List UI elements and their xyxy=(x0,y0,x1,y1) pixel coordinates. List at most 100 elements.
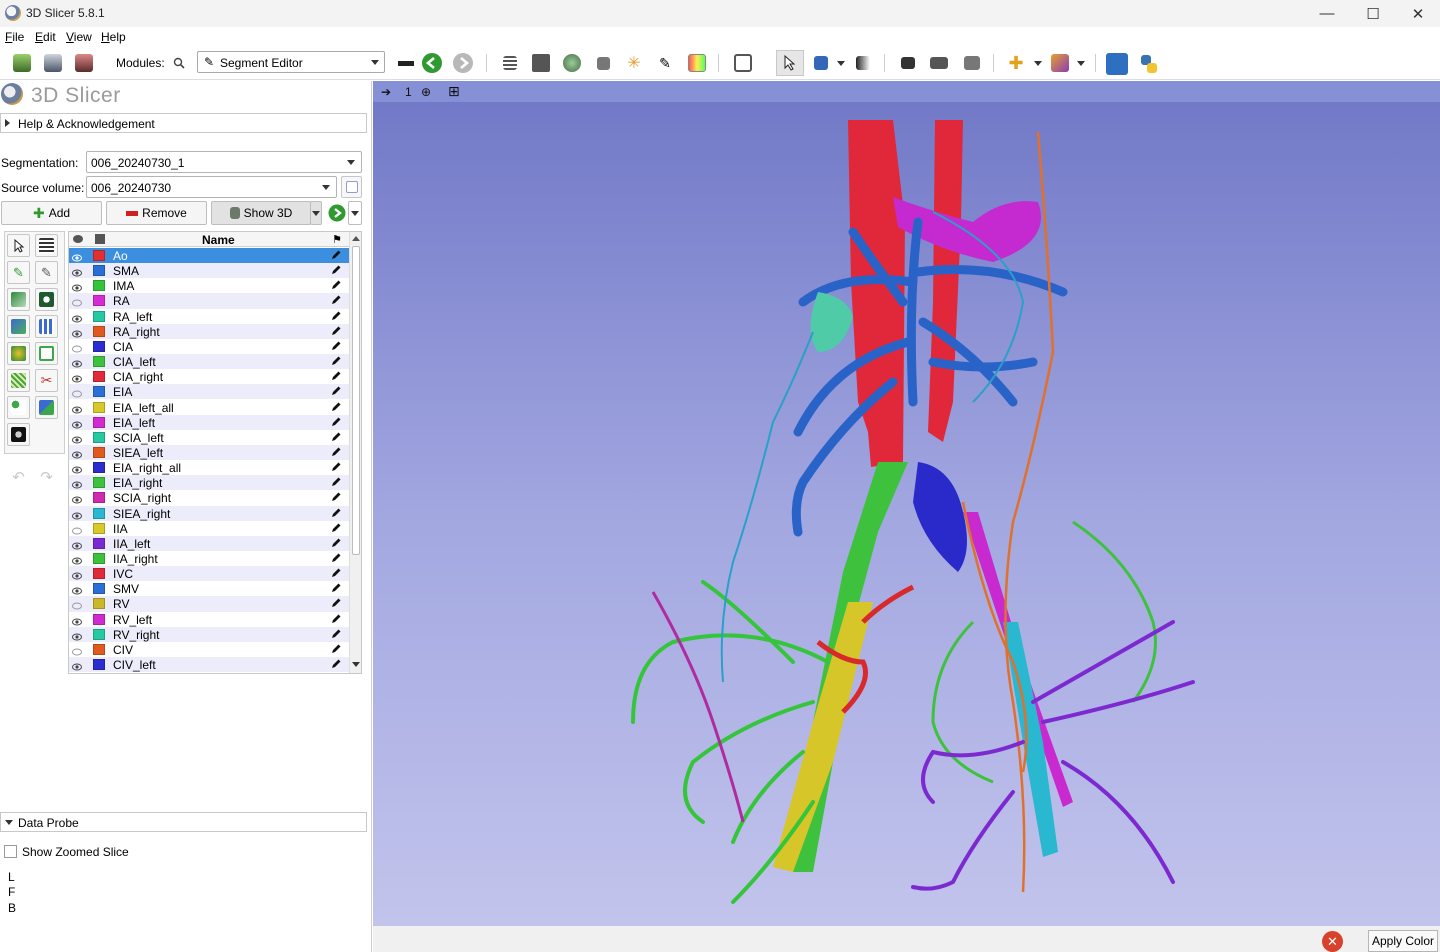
module-selector[interactable]: ✎ Segment Editor xyxy=(197,51,385,73)
eye-closed-icon[interactable] xyxy=(72,296,82,307)
mask-volume-effect-icon[interactable] xyxy=(7,423,30,446)
visibility-header-icon[interactable] xyxy=(73,235,83,243)
eye-icon[interactable] xyxy=(72,584,82,595)
save-icon[interactable] xyxy=(73,52,95,74)
edit-pencil-icon[interactable] xyxy=(330,491,342,503)
segment-name[interactable]: CIA xyxy=(113,339,134,354)
eye-icon[interactable] xyxy=(72,448,82,459)
segment-name[interactable]: RV_right xyxy=(113,627,160,642)
eye-icon[interactable] xyxy=(72,493,82,504)
segment-row[interactable]: EIA xyxy=(69,384,349,400)
eye-icon[interactable] xyxy=(72,418,82,429)
show-zoomed-slice-checkbox[interactable] xyxy=(4,845,17,858)
segment-color-swatch[interactable] xyxy=(93,340,105,352)
segment-color-swatch[interactable] xyxy=(93,371,105,383)
module-history-icon[interactable] xyxy=(395,52,417,74)
segment-row[interactable]: RA_right xyxy=(69,323,349,339)
segment-name[interactable]: IIA_right xyxy=(113,552,158,566)
draw-effect-icon[interactable]: ✎ xyxy=(35,261,58,284)
level-tracing-effect-icon[interactable] xyxy=(35,288,58,311)
data-icon[interactable] xyxy=(11,52,33,74)
segment-color-swatch[interactable] xyxy=(93,628,105,640)
segment-name[interactable]: EIA_right xyxy=(113,476,163,491)
segment-row[interactable]: RA xyxy=(69,293,349,309)
eye-icon[interactable] xyxy=(72,660,82,671)
segment-row[interactable]: CIA xyxy=(69,339,349,354)
segment-color-swatch[interactable] xyxy=(93,325,105,337)
edit-pencil-icon[interactable] xyxy=(330,522,342,534)
edit-pencil-icon[interactable] xyxy=(330,476,342,488)
scene-view-icon[interactable] xyxy=(928,52,950,74)
segment-name[interactable]: RV_left xyxy=(113,612,153,627)
smoothing-effect-icon[interactable] xyxy=(7,369,30,392)
eye-closed-icon[interactable] xyxy=(72,524,82,535)
segment-row[interactable]: IVC xyxy=(69,566,349,582)
transforms-icon[interactable] xyxy=(592,52,614,74)
segment-name[interactable]: SMV xyxy=(113,582,140,597)
eye-closed-icon[interactable] xyxy=(72,387,82,398)
segment-color-swatch[interactable] xyxy=(93,295,105,307)
segment-row[interactable]: EIA_left_all xyxy=(69,400,349,415)
margin-effect-icon[interactable] xyxy=(7,342,30,365)
segment-name[interactable]: EIA_right_all xyxy=(113,461,182,476)
edit-pencil-icon[interactable] xyxy=(330,552,342,564)
eye-icon[interactable] xyxy=(72,266,82,277)
segment-row[interactable]: CIA_right xyxy=(69,369,349,384)
segment-row[interactable]: CIV xyxy=(69,642,349,657)
segment-row[interactable]: SCIA_left xyxy=(69,430,349,445)
edit-pencil-icon[interactable] xyxy=(330,658,342,670)
edit-pencil-icon[interactable] xyxy=(330,567,342,579)
eye-closed-icon[interactable] xyxy=(72,645,82,656)
segment-name[interactable]: CIV_left xyxy=(113,658,156,673)
erase-effect-icon[interactable] xyxy=(7,288,30,311)
logical-operators-effect-icon[interactable] xyxy=(35,396,58,419)
menu-help[interactable]: Help xyxy=(101,30,126,44)
segment-row[interactable]: RV_left xyxy=(69,612,349,627)
eye-icon[interactable] xyxy=(72,615,82,626)
edit-pencil-icon[interactable] xyxy=(330,507,342,519)
segment-name[interactable]: Ao xyxy=(113,249,128,263)
data-probe-section[interactable]: Data Probe xyxy=(0,812,367,832)
segment-row[interactable]: SIEA_left xyxy=(69,444,349,461)
edit-pencil-icon[interactable] xyxy=(330,582,342,594)
eye-icon[interactable] xyxy=(72,372,82,383)
segment-name[interactable]: CIA_left xyxy=(113,355,156,370)
pin-icon[interactable]: ➔ xyxy=(381,85,392,99)
edit-pencil-icon[interactable] xyxy=(330,249,342,261)
eye-icon[interactable] xyxy=(72,569,82,580)
segment-color-swatch[interactable] xyxy=(93,477,105,489)
window-level-icon[interactable] xyxy=(852,52,874,74)
edit-pencil-icon[interactable] xyxy=(330,355,342,367)
extension-icon[interactable] xyxy=(961,52,983,74)
layout-icon[interactable] xyxy=(732,52,754,74)
color-header-icon[interactable] xyxy=(95,234,105,244)
eye-icon[interactable] xyxy=(72,403,82,413)
segment-editor-icon[interactable]: ✎ xyxy=(659,54,671,71)
volumes-icon[interactable] xyxy=(530,52,552,74)
eye-closed-icon[interactable] xyxy=(72,342,82,353)
paint-effect-icon[interactable]: ✎ xyxy=(7,261,30,284)
chevron-down-icon[interactable] xyxy=(352,662,360,667)
none-effect-icon[interactable] xyxy=(7,234,30,257)
close-icon[interactable]: ✕ xyxy=(1411,5,1425,23)
segment-color-swatch[interactable] xyxy=(93,522,105,534)
back-arrow-icon[interactable] xyxy=(421,52,443,74)
eye-icon[interactable] xyxy=(72,327,82,338)
eye-icon[interactable] xyxy=(72,433,82,444)
eye-icon[interactable] xyxy=(72,630,82,641)
segment-color-swatch[interactable] xyxy=(93,310,105,322)
segment-name[interactable]: EIA xyxy=(113,385,133,400)
segment-color-swatch[interactable] xyxy=(93,613,105,625)
edit-pencil-icon[interactable] xyxy=(330,628,342,640)
segment-color-swatch[interactable] xyxy=(93,537,105,549)
eye-icon[interactable] xyxy=(72,539,82,550)
segment-name[interactable]: IVC xyxy=(113,567,134,582)
segment-name[interactable]: RV xyxy=(113,597,130,612)
segment-row[interactable]: SIEA_right xyxy=(69,505,349,521)
segments-scrollbar[interactable] xyxy=(349,232,361,673)
segment-color-swatch[interactable] xyxy=(93,568,105,580)
segment-color-swatch[interactable] xyxy=(93,492,105,504)
segment-name[interactable]: IIA xyxy=(113,521,128,536)
models-icon[interactable] xyxy=(561,52,583,74)
remove-segment-button[interactable]: Remove xyxy=(106,201,207,225)
